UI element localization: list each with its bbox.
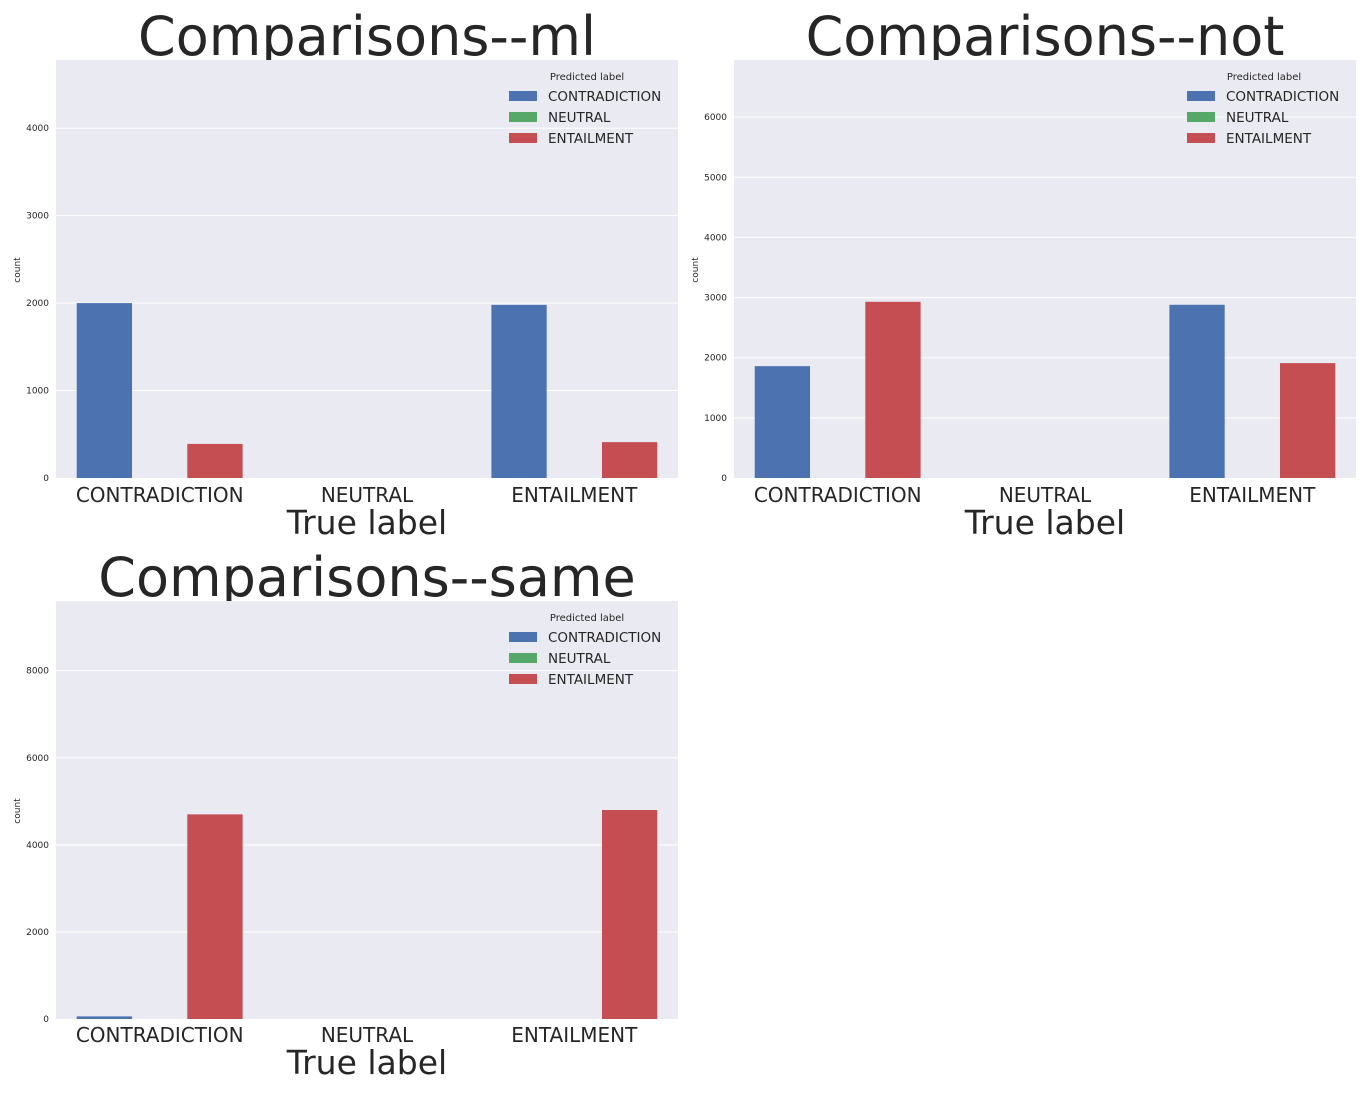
chart-svg: Comparisons--not 0 1000 2000 3000 4000 5000 60… [691,5,1356,542]
legend-label-contradiction: CONTRADICTION [548,630,661,646]
y-tick-label: 3000 [26,212,49,222]
chart-panel-not: Comparisons--not 0 1000 2000 3000 4000 5000 60… [684,0,1368,547]
chart-title: Comparisons--not [806,5,1285,68]
y-tick-label: 5000 [704,173,727,183]
y-tick-labels: 0 1000 2000 3000 4000 [26,124,49,484]
y-axis-label: count [691,257,701,283]
y-tick-label: 4000 [26,124,49,134]
legend-swatch-neutral [509,653,537,663]
chart-title: Comparisons--same [98,547,635,609]
legend-title: Predicted label [550,613,624,624]
bar-entailment-contradiction [1169,304,1225,478]
category-label-entailment: ENTAILMENT [1189,483,1316,507]
y-tick-label: 3000 [704,294,727,304]
legend-title: Predicted label [1227,72,1301,83]
category-label-contradiction: CONTRADICTION [76,483,244,507]
legend-label-entailment: ENTAILMENT [1226,131,1312,147]
category-label-entailment: ENTAILMENT [511,483,638,507]
y-tick-label: 2000 [704,354,727,364]
bar-contradiction-entailment [187,814,243,1019]
legend-swatch-contradiction [1187,91,1215,101]
bar-entailment-contradiction [491,304,547,478]
y-axis-label: count [13,257,23,283]
category-label-neutral: NEUTRAL [999,483,1092,507]
y-tick-label: 6000 [704,113,727,123]
legend-label-neutral: NEUTRAL [548,110,611,126]
category-label-neutral: NEUTRAL [321,483,414,507]
bar-contradiction-contradiction [76,1016,133,1019]
bar-contradiction-entailment [865,301,921,478]
y-tick-label: 4000 [26,841,49,851]
bar-contradiction-contradiction [754,366,811,478]
plot-area [56,60,678,478]
bar-entailment-entailment [601,442,658,478]
legend: Predicted label CONTRADICTION NEUTRAL EN… [509,613,661,688]
chart-svg: Comparisons--same 0 2000 4000 6000 8000 CONT… [13,547,678,1082]
chart-panel-same: Comparisons--same 0 2000 4000 6000 8000 CONT… [0,547,684,1094]
legend-swatch-entailment [1187,133,1215,143]
legend: Predicted label CONTRADICTION NEUTRAL EN… [1187,72,1339,147]
y-tick-label: 2000 [26,299,49,309]
plot-area [734,60,1356,478]
x-axis-label: True label [964,503,1125,542]
chart-panel-ml: Comparisons--ml 0 1000 2000 3000 4000 CONTRA… [0,0,684,547]
y-tick-labels: 0 2000 4000 6000 8000 [26,667,49,1025]
y-tick-label: 1000 [704,414,727,424]
grid-lines [734,116,1356,419]
y-tick-labels: 0 1000 2000 3000 4000 5000 6000 [704,113,727,484]
x-axis-label: True label [286,1043,447,1082]
y-tick-label: 0 [43,474,49,484]
bar-contradiction-entailment [187,443,243,478]
bar-entailment-entailment [1279,363,1336,478]
legend-swatch-contradiction [509,91,537,101]
y-tick-label: 6000 [26,754,49,764]
bars [754,301,1336,478]
legend-title: Predicted label [550,72,624,83]
chart-svg: Comparisons--ml 0 1000 2000 3000 4000 CONTRA… [13,5,678,542]
grid-lines [56,127,678,392]
legend-label-entailment: ENTAILMENT [548,131,634,147]
category-label-contradiction: CONTRADICTION [754,483,922,507]
legend-label-contradiction: CONTRADICTION [1226,89,1339,105]
legend-label-neutral: NEUTRAL [548,651,611,667]
legend-swatch-entailment [509,674,537,684]
y-axis-label: count [13,798,23,824]
category-label-neutral: NEUTRAL [321,1023,414,1047]
y-tick-label: 2000 [26,928,49,938]
bar-contradiction-contradiction [76,303,133,478]
y-tick-label: 4000 [704,233,727,243]
category-label-entailment: ENTAILMENT [511,1023,638,1047]
legend-swatch-neutral [1187,112,1215,122]
legend-label-entailment: ENTAILMENT [548,672,634,688]
legend-swatch-entailment [509,133,537,143]
bar-entailment-entailment [601,810,658,1019]
bars [76,303,658,478]
grid-lines [56,670,678,933]
x-axis-label: True label [286,503,447,542]
chart-title: Comparisons--ml [138,5,596,68]
legend: Predicted label CONTRADICTION NEUTRAL EN… [509,72,661,147]
legend-label-neutral: NEUTRAL [1226,110,1289,126]
y-tick-label: 8000 [26,667,49,677]
legend-label-contradiction: CONTRADICTION [548,89,661,105]
legend-swatch-contradiction [509,632,537,642]
bars [76,810,658,1019]
y-tick-label: 0 [721,474,727,484]
category-label-contradiction: CONTRADICTION [76,1023,244,1047]
y-tick-label: 1000 [26,387,49,397]
legend-swatch-neutral [509,112,537,122]
y-tick-label: 0 [43,1015,49,1025]
